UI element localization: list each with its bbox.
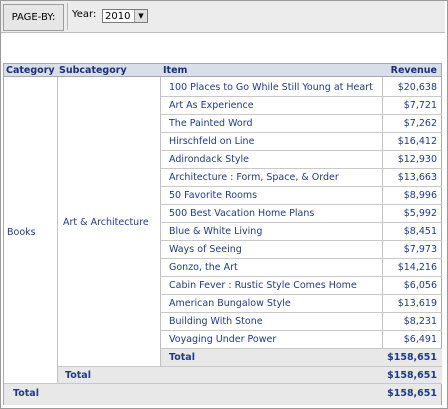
item-revenue-cell: $8,231 [403, 316, 437, 327]
item-revenue-cell: $13,663 [397, 172, 437, 183]
subcategory-total-value: $158,651 [387, 370, 437, 381]
item-revenue-cell: $5,992 [403, 208, 437, 219]
item-revenue-cell: $7,262 [403, 118, 437, 129]
item-revenue-cell: $6,056 [403, 280, 437, 291]
header-category: Category [4, 64, 57, 77]
category-total-label: Total [13, 388, 39, 399]
item-total-value: $158,651 [387, 352, 437, 363]
item-name-cell: Building With Stone [169, 316, 263, 327]
item-revenue-cell: $12,930 [397, 154, 437, 165]
item-revenue-cell: $8,996 [403, 190, 437, 201]
item-revenue-cell: $7,721 [403, 100, 437, 111]
subcategory-cell: Art & Architecture [63, 217, 149, 228]
row-divider [161, 204, 442, 205]
item-revenue-cell: $16,412 [397, 136, 437, 147]
item-name-cell: 50 Favorite Rooms [169, 190, 258, 201]
column-divider [160, 77, 161, 404]
year-select[interactable]: 2010 ▼ [102, 9, 148, 23]
item-name-cell: American Bungalow Style [169, 298, 291, 309]
item-name-cell: Adirondack Style [169, 154, 249, 165]
page-by-label: PAGE-BY: [3, 4, 64, 31]
item-name-cell: Art As Experience [169, 100, 254, 111]
item-revenue-cell: $13,619 [397, 298, 437, 309]
year-label: Year: [72, 9, 97, 20]
item-name-cell: Voyaging Under Power [169, 334, 277, 345]
row-divider [161, 168, 442, 169]
year-select-value: 2010 [105, 11, 131, 22]
category-total-row [4, 383, 441, 405]
report-grid: Category Subcategory Item Revenue Books … [3, 63, 442, 405]
item-revenue-cell: $8,451 [403, 226, 437, 237]
item-name-cell: The Painted Word [169, 118, 253, 129]
row-divider [161, 222, 442, 223]
item-name-cell: Ways of Seeing [169, 244, 242, 255]
item-total-label: Total [169, 352, 195, 363]
item-revenue-cell: $20,638 [397, 82, 437, 93]
row-divider [161, 330, 442, 331]
row-divider [161, 348, 442, 349]
item-name-cell: Blue & White Living [169, 226, 263, 237]
header-revenue: Revenue [382, 64, 441, 77]
row-divider [161, 132, 442, 133]
row-divider [161, 186, 442, 187]
item-name-cell: Gonzo, the Art [169, 262, 238, 273]
item-name-cell: 100 Places to Go While Still Young at He… [169, 82, 373, 93]
category-total-value: $158,651 [387, 388, 437, 399]
item-revenue-cell: $6,491 [403, 334, 437, 345]
header-subcategory: Subcategory [57, 64, 160, 77]
row-divider [161, 258, 442, 259]
item-name-cell: Cabin Fever : Rustic Style Comes Home [169, 280, 357, 291]
page-by-bar: PAGE-BY: Year: 2010 ▼ [1, 1, 445, 33]
item-name-cell: Architecture : Form, Space, & Order [169, 172, 339, 183]
chevron-down-icon[interactable]: ▼ [134, 10, 147, 22]
category-cell: Books [7, 227, 36, 238]
item-total-row [161, 349, 442, 366]
row-divider [161, 240, 442, 241]
item-name-cell: Hirschfeld on Line [169, 136, 255, 147]
subcategory-total-row [58, 366, 442, 384]
page-by-separator [67, 3, 68, 30]
row-divider [161, 96, 442, 97]
row-divider [161, 114, 442, 115]
item-revenue-cell: $14,216 [397, 262, 437, 273]
row-divider [161, 276, 442, 277]
header-item: Item [160, 64, 382, 77]
row-divider [161, 294, 442, 295]
item-name-cell: 500 Best Vacation Home Plans [169, 208, 315, 219]
column-divider [57, 77, 58, 404]
subcategory-total-label: Total [65, 370, 91, 381]
row-divider [161, 312, 442, 313]
row-divider [161, 150, 442, 151]
item-revenue-cell: $7,973 [403, 244, 437, 255]
